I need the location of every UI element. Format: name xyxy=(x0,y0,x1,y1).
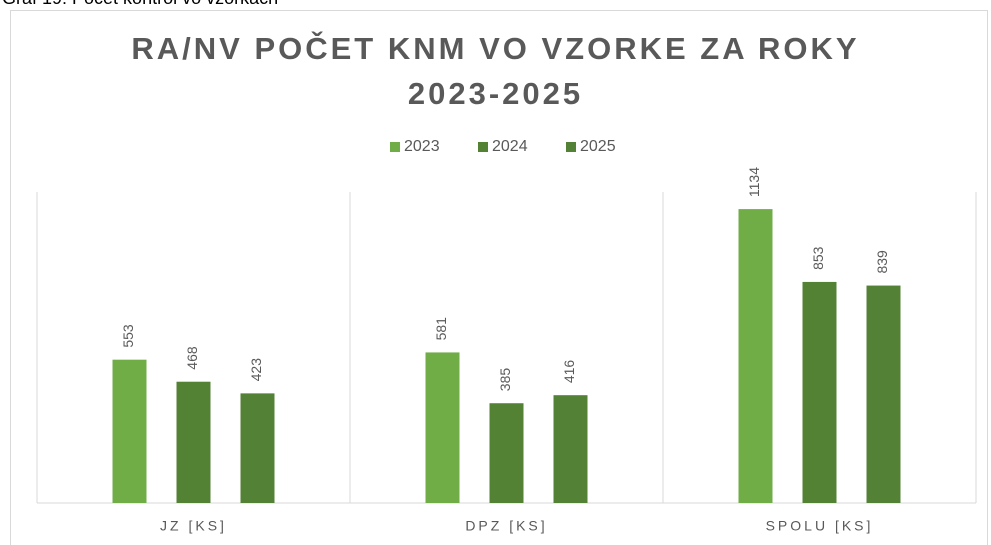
bar xyxy=(240,393,275,503)
value-label: 853 xyxy=(810,246,826,270)
legend-label: 2024 xyxy=(492,138,528,155)
x-tick-label: DPZ [KS] xyxy=(465,518,547,534)
bar xyxy=(553,395,588,503)
legend-label: 2025 xyxy=(580,138,616,155)
caption: Graf 19: Počet kontrol vo vzorkách xyxy=(2,0,278,9)
value-label: 468 xyxy=(184,346,200,370)
x-tick-label: JZ [KS] xyxy=(160,518,227,534)
legend-swatch xyxy=(566,142,576,152)
bar xyxy=(489,403,524,503)
bar xyxy=(802,281,837,503)
value-label: 581 xyxy=(433,317,449,341)
legend-swatch xyxy=(478,142,488,152)
chart-title: RA/NV POČET KNM VO VZORKE ZA ROKY 2023-2… xyxy=(131,31,860,111)
bar xyxy=(112,359,147,503)
value-label: 1134 xyxy=(746,167,762,197)
bar xyxy=(425,352,460,503)
x-tick-label: SPOLU [KS] xyxy=(766,518,874,534)
value-label: 839 xyxy=(874,250,890,274)
value-label: 385 xyxy=(497,368,513,392)
legend-swatch xyxy=(390,142,400,152)
value-label: 416 xyxy=(561,360,577,384)
value-label: 423 xyxy=(248,358,264,382)
bar xyxy=(866,285,901,503)
legend-label: 2023 xyxy=(404,138,440,155)
bar xyxy=(738,209,773,504)
value-label: 553 xyxy=(120,324,136,348)
bar xyxy=(176,381,211,503)
